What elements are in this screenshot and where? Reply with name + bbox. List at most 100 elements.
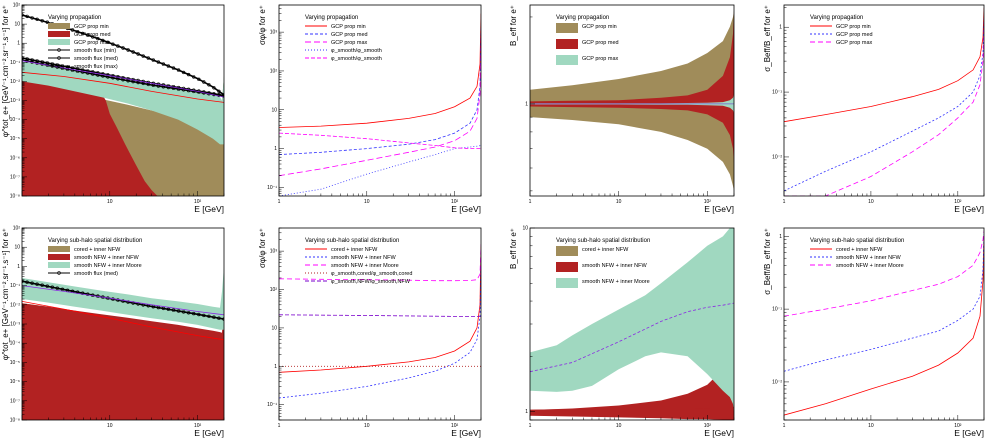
- plot-area: [22, 13, 224, 196]
- y-tick-label: 10⁻⁸: [10, 194, 20, 200]
- series-marker: [45, 284, 49, 288]
- series-marker: [35, 17, 39, 21]
- series-marker: [126, 48, 130, 52]
- plot-area: [279, 13, 481, 196]
- legend: Varying propagation GCP prop min GCP prop …: [556, 15, 619, 65]
- legend-label: cored + inner NFW: [331, 247, 378, 253]
- series-marker: [101, 72, 105, 76]
- series-marker: [217, 89, 221, 94]
- x-tick-label: 10²: [194, 423, 202, 429]
- series-marker: [96, 71, 100, 75]
- series-marker: [75, 30, 80, 34]
- legend-label: smooth NFW + inner NFW: [331, 255, 396, 261]
- series-line-3: [22, 71, 224, 103]
- series-line-4: [279, 132, 481, 149]
- y-tick-label: 10⁻⁸: [10, 418, 20, 424]
- band-1: [22, 299, 224, 420]
- y-tick-label: 10²: [270, 287, 278, 293]
- series-marker: [197, 312, 201, 317]
- x-tick-label: 10: [868, 423, 874, 429]
- series-marker: [202, 90, 206, 94]
- series-marker: [136, 52, 140, 56]
- y-tick-label: 1: [17, 41, 20, 47]
- plot-area: [530, 228, 734, 420]
- legend-label: GCP prop min: [582, 24, 617, 30]
- legend-label: smooth NFW + inner Moore: [582, 279, 650, 285]
- panel-p4: 1 10 10² 10⁻² 10⁻¹ 1 E [GeV] σ_Beff/B_eff for e…: [763, 4, 985, 214]
- y-tick-label: 10²: [13, 226, 21, 232]
- legend-label: smooth NFW + inner Moore: [74, 263, 142, 269]
- legend-label: smooth NFW + inner NFW: [582, 263, 647, 269]
- legend-marker: [57, 56, 61, 60]
- series-marker: [207, 83, 211, 87]
- y-tick-label: 1: [525, 101, 528, 107]
- series-marker: [85, 33, 90, 37]
- y-axis-label: φ^tot_e+ [GeV⁻¹.cm⁻².sr⁻¹.s⁻¹] for e⁺: [1, 5, 10, 137]
- y-tick-label: 10: [522, 226, 528, 232]
- series-marker: [181, 310, 186, 314]
- y-axis-label: B_eff for e⁺: [509, 5, 518, 46]
- series-line-2: [279, 33, 481, 177]
- panel-p2: 1 10 10² 10⁻¹ 1 10 10² 10³ E [GeV] σφ/φ for e⁺ Var…: [258, 4, 482, 214]
- series-marker: [25, 280, 29, 284]
- legend-swatch: [556, 262, 578, 272]
- x-tick-label: 10: [107, 199, 113, 205]
- series-marker: [166, 64, 171, 68]
- series-line-0: [784, 7, 984, 123]
- legend-title: Varying sub-halo spatial distribution: [810, 238, 904, 244]
- y-tick-label: 10⁻⁴: [10, 341, 20, 347]
- series-marker: [161, 306, 166, 311]
- x-axis-label: E [GeV]: [954, 204, 984, 214]
- legend-label: cored + inner NFW: [74, 247, 121, 253]
- y-tick-label: 10⁻³: [10, 322, 20, 328]
- legend-swatch: [48, 23, 70, 29]
- y-axis-label: σ_Beff/B_eff for e⁺: [763, 228, 772, 295]
- series-marker: [192, 311, 196, 316]
- y-tick-label: 10⁻²: [772, 154, 782, 160]
- series-marker: [25, 14, 29, 19]
- legend-label: smooth flux (med): [74, 56, 118, 62]
- y-tick-label: 10⁻⁶: [10, 379, 20, 385]
- y-tick-label: 10: [271, 107, 277, 113]
- legend-swatch: [556, 55, 578, 65]
- y-tick-label: 10³: [270, 30, 278, 36]
- series-line-0: [530, 302, 734, 373]
- y-axis-label: σφ/φ for e⁺: [258, 228, 267, 268]
- series-marker: [30, 281, 34, 285]
- legend-swatch: [48, 262, 70, 268]
- series-line-1: [530, 407, 734, 411]
- legend-swatch: [556, 278, 578, 288]
- x-tick-label: 1: [783, 423, 786, 429]
- series-marker: [222, 93, 224, 97]
- series-marker: [30, 58, 34, 62]
- legend: Varying sub-halo spatial distribution cor…: [556, 238, 650, 288]
- y-tick-label: 1: [274, 146, 277, 152]
- series-marker: [85, 292, 90, 296]
- legend-label: GCP prop max: [582, 56, 619, 62]
- legend: Varying sub-halo spatial distribution cor…: [48, 238, 142, 277]
- y-tick-label: 10⁻³: [10, 98, 20, 104]
- legend-marker: [57, 271, 61, 275]
- plot-area: [784, 230, 984, 416]
- series-marker: [166, 307, 171, 311]
- y-tick-label: 10³: [270, 249, 278, 255]
- series-marker: [25, 57, 29, 61]
- series-marker: [151, 58, 156, 62]
- plot-area: [279, 244, 481, 399]
- x-axis-label: E [GeV]: [704, 428, 734, 438]
- x-tick-label: 10²: [451, 199, 459, 205]
- y-tick-label: 10: [14, 22, 20, 28]
- legend-swatch: [48, 39, 70, 45]
- series-marker: [131, 50, 135, 54]
- panel-p1: 10 10² 10⁻⁸ 10⁻⁷ 10⁻⁶ 10⁻⁵ 10⁻⁴ 10⁻³ 10⁻² 10⁻¹ 1 10…: [1, 3, 225, 214]
- plot-area: [784, 7, 984, 196]
- series-line-1: [784, 233, 984, 372]
- y-tick-label: 10⁻²: [10, 79, 20, 85]
- x-tick-label: 10: [868, 199, 874, 205]
- x-tick-label: 10: [616, 199, 622, 205]
- legend-swatch: [556, 23, 578, 33]
- y-tick-label: 1: [779, 234, 782, 240]
- series-marker: [116, 44, 120, 48]
- x-tick-label: 1: [278, 423, 281, 429]
- x-tick-label: 10: [107, 423, 113, 429]
